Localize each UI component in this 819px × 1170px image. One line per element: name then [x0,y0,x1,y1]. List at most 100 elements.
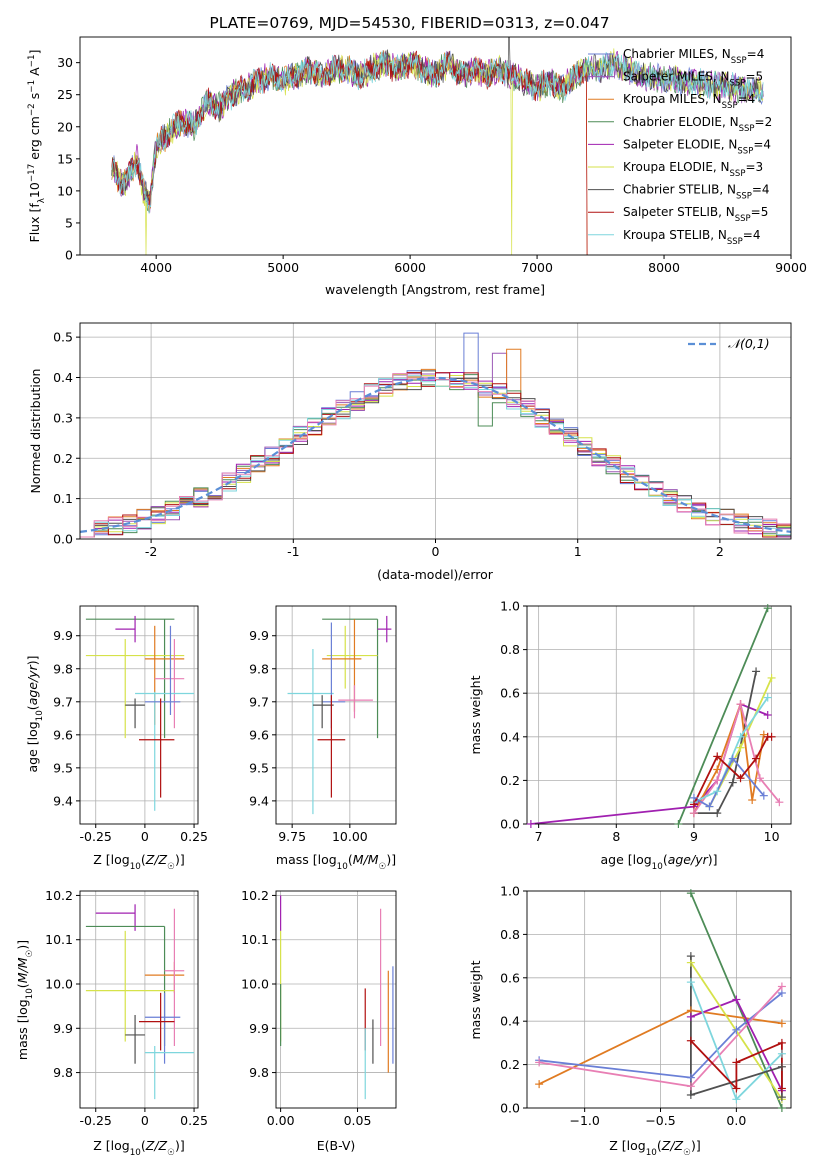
spectrum-series-line [111,50,764,215]
x-tick-label: 0.05 [344,1113,372,1128]
weight-point-marker [732,995,741,1004]
errorbar-point [125,698,145,729]
y-tick-label: 10.0 [45,977,73,992]
weight-point-marker [686,952,695,961]
x-tick-label: 10 [764,829,780,844]
x-tick-label: 6000 [394,260,426,275]
legend-entry-label: Chabrier MILES, NSSP=4 [623,47,764,66]
x-tick-label: 8000 [648,260,680,275]
axes-frame [79,890,199,1109]
histogram-axes: -2 -1 0 1 2 0.0 0.1 0.2 0.3 0.4 0.5 [53,322,792,559]
x-tick-label: -1 [287,544,299,559]
weight-point-marker [752,667,761,676]
y-axis-label: mass weight [468,960,483,1039]
errorbar-point [322,619,362,712]
chart-title: PLATE=0769, MJD=54530, FIBERID=0313, z=0… [209,14,609,32]
weight-point-marker [732,1025,741,1034]
x-tick-label: -0.25 [80,829,112,844]
axes-frame [79,36,792,256]
age-vs-z-axes: -0.25 0 0.25 9.4 9.5 9.6 9.7 9.8 9.9 [53,605,208,844]
weight-point-marker [674,820,683,828]
y-tick-label: 0.2 [53,451,73,466]
y-tick-label: 0.2 [500,1057,520,1072]
y-tick-label: 15 [57,151,73,166]
spectrum-axes: 4000 5000 6000 7000 8000 9000 0 5 10 15 20 25 30 [57,36,807,275]
y-tick-label: 10.2 [241,888,269,903]
errorbar-point [164,908,185,1046]
y-tick-label: 9.5 [53,760,73,775]
grid [80,323,791,540]
errorbar-point [322,618,379,739]
weight-point-marker [686,1073,695,1082]
axes-frame [275,890,397,1109]
y-tick-label: 10.1 [241,932,269,947]
errorbar-point [154,639,185,729]
errorbar-point [85,639,185,739]
errorbar-point [125,1015,145,1064]
mass-vs-ebv-axes: 0.00 0.05 9.8 9.9 10.0 10.1 10.2 [241,888,397,1128]
weight-point-marker [736,743,745,752]
y-tick-label: 9.6 [249,727,269,742]
weight-point-marker [775,798,784,807]
weight-point-marker [686,889,695,898]
weight-point-marker [686,1036,695,1045]
weight-point-marker [535,1058,544,1067]
y-tick-label: 1.0 [500,884,520,899]
y-tick-label: 10.0 [241,977,269,992]
y-tick-label: 0.0 [500,1101,520,1116]
x-tick-label: -0.25 [80,1113,112,1128]
x-tick-label: 1 [574,544,582,559]
y-axis-label: Normed distribution [28,369,43,494]
spectrum-series-line [111,37,764,203]
weight-point-marker [777,1038,786,1047]
axes-frame [79,605,199,825]
plot-area [287,615,392,815]
y-tick-label: 0.2 [500,773,520,788]
plot-area [530,607,781,824]
x-axis-label: age [log10(age/yr)] [600,852,717,872]
plot-area [280,895,394,1100]
x-axis-label: Z [log10(Z/Z☉)] [609,1138,700,1158]
y-tick-label: 9.7 [249,694,269,709]
weight-point-marker [748,796,757,805]
y-tick-label: 0.6 [500,686,520,701]
weight-point-marker [713,752,722,761]
y-axis-label: age [log10(age/yr)] [25,655,45,772]
x-tick-label: 9000 [775,260,807,275]
x-tick-label: 0.0 [726,1113,746,1128]
weight-point-marker [777,1084,786,1093]
weight-point-marker [713,776,722,785]
x-tick-label: 0.25 [180,829,208,844]
plot-area [111,37,764,255]
errorbar-point [322,622,346,729]
errorbar-point [144,625,181,715]
y-tick-label: 0.1 [53,491,73,506]
y-tick-label: 0 [65,248,73,263]
plot-area [85,615,195,811]
y-tick-label: 0.0 [53,532,73,547]
weight-vs-z-axes: −1.0 −0.5 0.0 0.0 0.2 0.4 0.6 0.8 1.0 [500,884,792,1128]
weight-point-marker [736,732,745,741]
x-tick-label: 10.00 [332,829,368,844]
weight-point-marker [686,1090,695,1099]
weight-point-marker [713,765,722,774]
axes-frame [526,890,792,1109]
y-tick-label: 9.9 [249,628,269,643]
x-axis-label: mass [log10(M/M☉)] [276,852,396,872]
weight-point-marker [763,604,772,613]
y-tick-label: 0.3 [53,410,73,425]
y-tick-label: 5 [65,215,73,230]
y-tick-label: 0.0 [500,817,520,832]
x-tick-label: 0.00 [267,1113,295,1128]
grid [80,606,198,824]
weight-point-marker [752,754,761,763]
weight-point-marker [686,1082,695,1091]
x-tick-label: 0.25 [180,1113,208,1128]
weight-point-marker [777,1049,786,1058]
y-tick-label: 9.4 [249,793,269,808]
x-axis-label: (data-model)/error [377,567,494,582]
errorbar-point [85,930,175,1042]
axes-frame [79,322,792,540]
x-tick-label: 9 [690,829,698,844]
y-tick-label: 10 [57,183,73,198]
